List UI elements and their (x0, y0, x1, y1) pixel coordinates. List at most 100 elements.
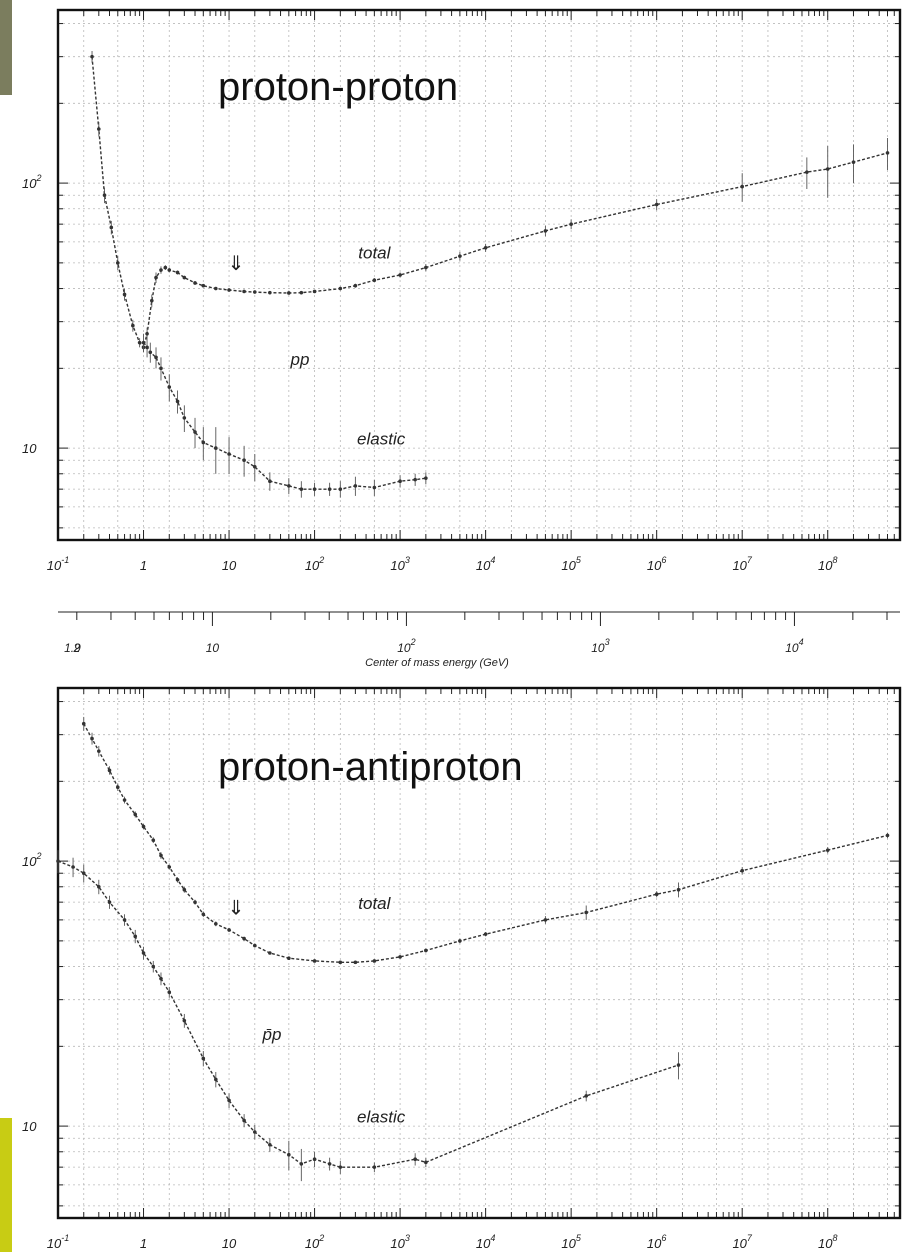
x-tick-base: 10 (390, 1236, 405, 1251)
x-tick-label: 106 (647, 555, 666, 573)
data-point (353, 960, 358, 965)
x-tick-base: 10 (647, 1236, 662, 1251)
plot-frame (56, 8, 902, 542)
data-point (242, 289, 246, 294)
data-point (654, 892, 659, 897)
cm-tick-base: 10 (785, 641, 799, 655)
data-point (287, 1152, 291, 1157)
annotation-elastic: elastic (357, 1108, 406, 1127)
x-tick-exp: -1 (61, 555, 69, 565)
data-point (175, 270, 180, 275)
data-point (413, 1157, 417, 1162)
x-tick-base: 10 (732, 1236, 747, 1251)
data-point (141, 340, 146, 345)
data-point (252, 943, 257, 948)
series-total (81, 716, 890, 965)
data-point (122, 292, 127, 297)
data-point (424, 1160, 428, 1165)
data-point (214, 286, 218, 291)
cm-axis-tick-label: 102 (397, 637, 415, 655)
data-point (193, 281, 197, 285)
x-tick-label: 10 (222, 1236, 237, 1251)
data-point (825, 848, 830, 852)
data-point (268, 951, 272, 955)
data-point (167, 865, 172, 869)
grid (57, 10, 901, 540)
data-point (372, 1165, 377, 1169)
data-point (413, 477, 417, 482)
y-tick-label: 102 (22, 851, 41, 869)
series-curve (142, 342, 426, 490)
data-point (543, 918, 548, 922)
data-point (193, 430, 197, 434)
x-tick-base: 10 (305, 558, 320, 573)
data-point (338, 960, 343, 965)
data-point (81, 721, 86, 726)
data-point (201, 440, 206, 445)
data-point (163, 265, 168, 270)
data-point (227, 288, 231, 292)
data-point (338, 286, 343, 291)
data-point (175, 878, 180, 882)
x-tick-base: 10 (476, 1236, 491, 1251)
data-point (167, 990, 172, 995)
data-point (97, 749, 101, 753)
y-tick-base: 10 (22, 854, 37, 869)
data-point (740, 184, 744, 189)
chart-title: proton-proton (218, 65, 458, 109)
x-tick-exp: 2 (318, 1233, 324, 1243)
x-tick-label: 104 (476, 1233, 495, 1251)
x-tick-label: 108 (818, 1233, 837, 1251)
y-tick-label: 10 (22, 441, 37, 456)
sidebar-accent-bottom (0, 1118, 12, 1252)
data-point (740, 868, 744, 873)
cm-axis-tick-label: 10 (206, 641, 220, 655)
data-point (148, 350, 153, 355)
x-tick-exp: 7 (747, 555, 753, 565)
data-point (97, 884, 101, 889)
pp-chart: 10-1 1 10 102 103 104 105 106 107 10810210totalel… (22, 8, 902, 573)
data-point (115, 785, 120, 790)
x-tick-label: 10-1 (47, 555, 69, 573)
y-tick-base: 10 (22, 176, 37, 191)
data-point (151, 838, 156, 842)
x-tick-label: 106 (647, 1233, 666, 1251)
data-point (458, 939, 462, 943)
cm-tick-base: 10 (591, 641, 605, 655)
data-point (424, 948, 428, 953)
data-point (242, 936, 246, 941)
data-point (398, 955, 402, 959)
x-tick-label: 1 (140, 1236, 147, 1251)
panel-label: pp (290, 350, 310, 369)
data-point (543, 229, 548, 233)
cm-axis-tick-label: 104 (785, 637, 803, 655)
data-point (372, 959, 377, 963)
data-point (150, 298, 154, 303)
x-tick-exp: 5 (576, 1233, 582, 1243)
series-elastic (141, 333, 428, 498)
data-point (133, 934, 138, 939)
data-point (372, 278, 377, 283)
data-point (584, 910, 589, 915)
x-tick-label: 105 (561, 1233, 581, 1251)
y-tick-base: 10 (22, 441, 37, 456)
x-tick-base: 10 (732, 558, 747, 573)
y-tick-exp: 2 (35, 173, 41, 183)
data-point (885, 151, 890, 155)
data-point (312, 487, 317, 491)
data-point (483, 932, 488, 936)
data-point (214, 1077, 218, 1082)
data-point (90, 54, 94, 59)
data-point (312, 289, 317, 294)
x-tick-exp: 2 (318, 555, 324, 565)
data-point (242, 1118, 246, 1123)
data-point (242, 458, 246, 463)
data-point (312, 1157, 317, 1162)
annotation-elastic: elastic (357, 430, 406, 449)
data-point (71, 865, 75, 869)
data-point (299, 1162, 304, 1166)
cm-tick-base: 10 (206, 641, 220, 655)
data-point (56, 859, 60, 863)
x-tick-base: 1 (140, 558, 147, 573)
